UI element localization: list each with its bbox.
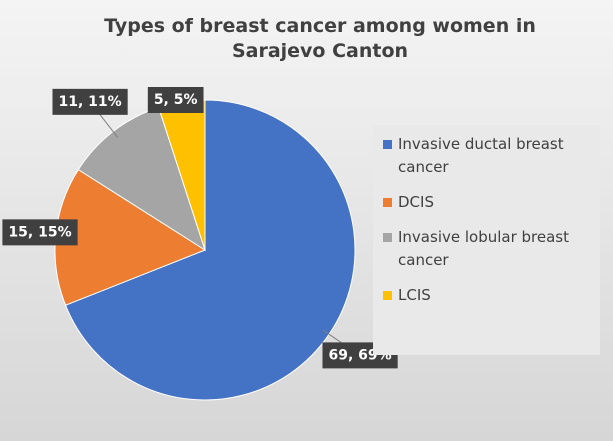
data-label: 11, 11% — [52, 88, 128, 115]
legend-swatch — [383, 291, 392, 300]
legend-label: DCIS — [398, 193, 434, 211]
data-label-text: 11, 11% — [58, 94, 121, 110]
legend-swatch — [383, 198, 392, 207]
data-label-text: 15, 15% — [8, 224, 71, 240]
legend-item: Invasive ductal breast cancer — [383, 133, 590, 179]
legend-label: Invasive lobular breast cancer — [398, 228, 569, 269]
data-label-box — [147, 87, 204, 113]
data-label: 15, 15% — [2, 219, 78, 246]
data-label-text: 5, 5% — [154, 92, 198, 108]
legend-label: Invasive ductal breast cancer — [398, 135, 564, 176]
legend-swatch — [383, 140, 392, 149]
data-label-box — [52, 88, 128, 115]
data-label: 5, 5% — [147, 87, 204, 113]
legend-item: LCIS — [383, 284, 590, 307]
chart-title: Types of breast cancer among women in Sa… — [104, 15, 536, 62]
legend: Invasive ductal breast cancer DCIS Invasiv… — [373, 125, 600, 355]
legend-label: LCIS — [398, 286, 431, 304]
legend-item: Invasive lobular breast cancer — [383, 226, 590, 272]
legend-swatch — [383, 233, 392, 242]
legend-item: DCIS — [383, 191, 590, 214]
data-label-box — [2, 219, 78, 246]
